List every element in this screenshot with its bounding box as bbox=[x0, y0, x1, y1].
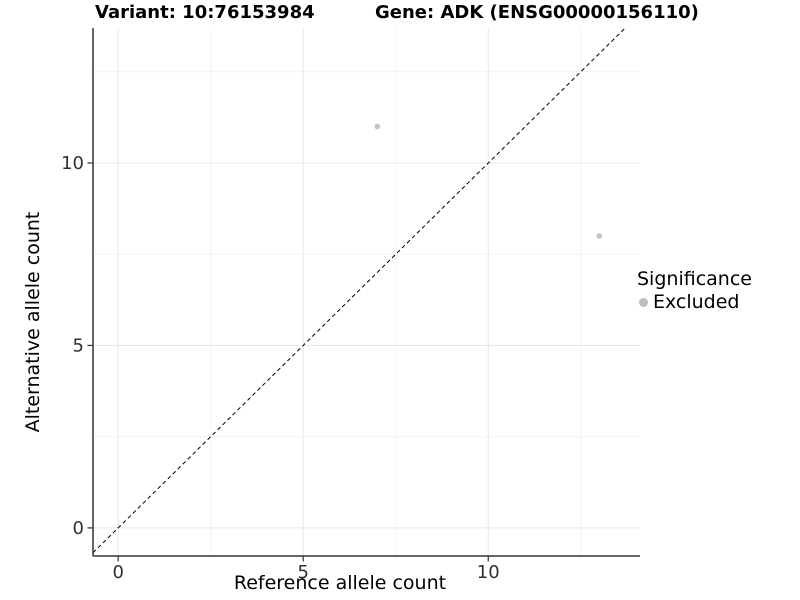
legend-item-label: Excluded bbox=[653, 291, 740, 313]
x-tick-label: 0 bbox=[112, 562, 123, 583]
data-point bbox=[596, 233, 603, 239]
x-tick-label: 5 bbox=[297, 562, 308, 583]
y-tick-label: 5 bbox=[73, 335, 84, 356]
legend: Significance Excluded bbox=[637, 268, 752, 313]
y-tick-label: 0 bbox=[73, 518, 84, 539]
x-tick-label: 10 bbox=[477, 562, 500, 583]
identity-dashed-line bbox=[93, 28, 626, 554]
plot-title-variant: Variant: 10:76153984 bbox=[95, 2, 315, 23]
plot-title-gene: Gene: ADK (ENSG00000156110) bbox=[375, 2, 699, 23]
legend-key-point-icon bbox=[639, 297, 648, 307]
legend-item-excluded: Excluded bbox=[637, 291, 752, 313]
data-point bbox=[374, 123, 381, 130]
y-axis-title: Alternative allele count bbox=[22, 211, 44, 433]
legend-title: Significance bbox=[637, 268, 752, 290]
x-axis-title: Reference allele count bbox=[233, 572, 447, 594]
y-tick-label: 10 bbox=[61, 153, 84, 174]
